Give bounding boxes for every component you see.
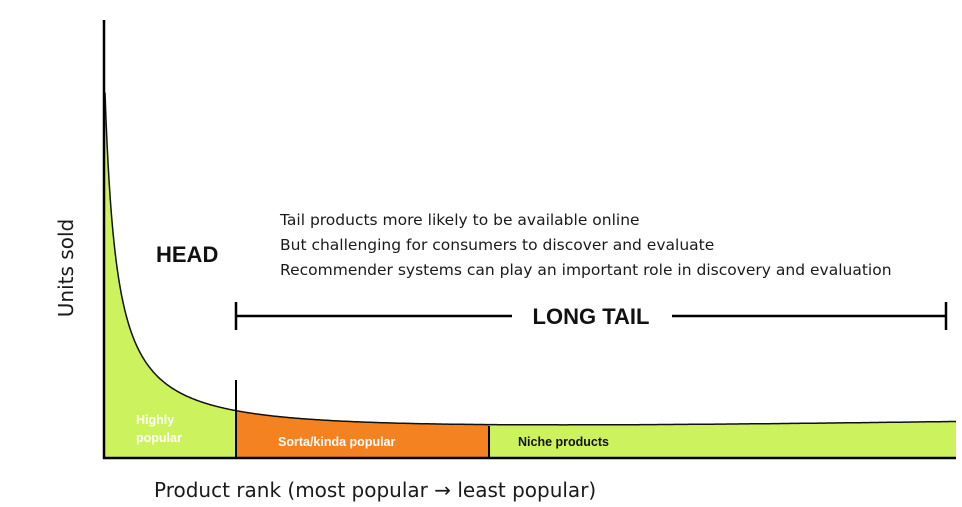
note-line-3: Recommender systems can play an importan… [280,261,892,279]
segment-label-sorta: Sorta/kinda popular [278,435,396,449]
segment-label-highly-line-1: Highly [136,413,174,427]
demand-curve [104,92,956,426]
segment-label-highly-line-2: popular [136,431,182,445]
note-line-1: Tail products more likely to be availabl… [279,211,640,229]
y-axis-title: Units sold [54,219,78,317]
x-axis-title: Product rank (most popular → least popul… [154,478,596,502]
sorta-popular-region-fill [236,410,489,458]
niche-region-fill [489,421,956,458]
note-line-2: But challenging for consumers to discove… [280,236,714,254]
long-tail-label: LONG TAIL [533,304,650,329]
head-label: HEAD [156,242,218,267]
head-region-fill [105,92,236,458]
segment-label-niche: Niche products [518,435,609,449]
